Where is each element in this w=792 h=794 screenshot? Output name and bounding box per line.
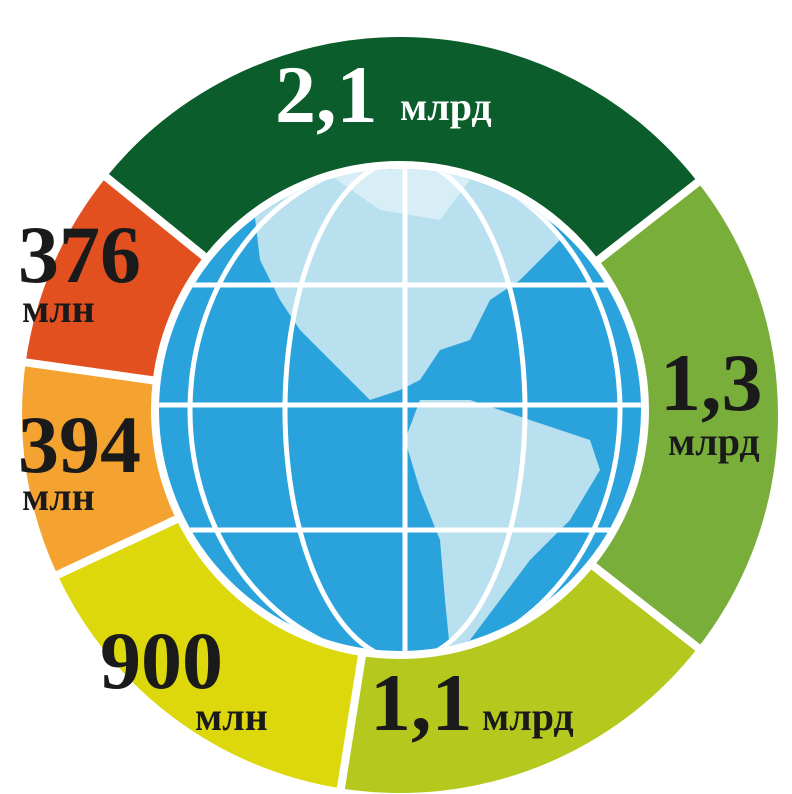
segment-unit: млн	[195, 694, 268, 739]
segment-unit: млрд	[482, 694, 574, 739]
segment-unit: млрд	[400, 84, 492, 129]
segment-value: 1,3	[660, 337, 763, 428]
segment-value: 1,1	[370, 657, 473, 748]
segment-unit: млн	[22, 474, 95, 519]
globe-grid	[159, 169, 641, 651]
segment-unit: млрд	[668, 419, 760, 464]
segment-value: 900	[100, 615, 223, 706]
segment-value: 2,1	[275, 49, 378, 140]
segment-unit: млн	[22, 286, 95, 331]
segment-value: 376	[18, 209, 141, 300]
globe	[151, 161, 649, 659]
segment-value: 394	[18, 399, 141, 490]
